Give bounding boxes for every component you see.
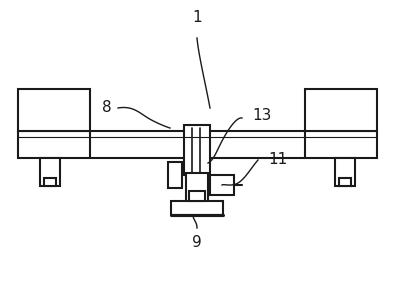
Text: 13: 13 bbox=[252, 108, 271, 122]
Text: 11: 11 bbox=[268, 152, 287, 168]
Bar bbox=[210, 175, 234, 195]
Bar bbox=[305, 89, 377, 131]
Bar bbox=[44, 178, 56, 186]
Bar bbox=[184, 125, 210, 175]
Text: 9: 9 bbox=[192, 235, 202, 250]
Bar bbox=[191, 158, 203, 215]
Bar bbox=[18, 89, 90, 131]
Bar bbox=[168, 162, 182, 188]
Bar bbox=[189, 191, 205, 201]
Text: 8: 8 bbox=[102, 101, 112, 115]
Bar bbox=[18, 131, 377, 158]
Bar bbox=[186, 160, 208, 178]
Bar bbox=[335, 158, 355, 186]
Bar bbox=[339, 178, 351, 186]
Bar bbox=[186, 173, 208, 203]
Bar bbox=[40, 158, 60, 186]
Bar bbox=[171, 201, 223, 215]
Text: 1: 1 bbox=[192, 10, 202, 25]
